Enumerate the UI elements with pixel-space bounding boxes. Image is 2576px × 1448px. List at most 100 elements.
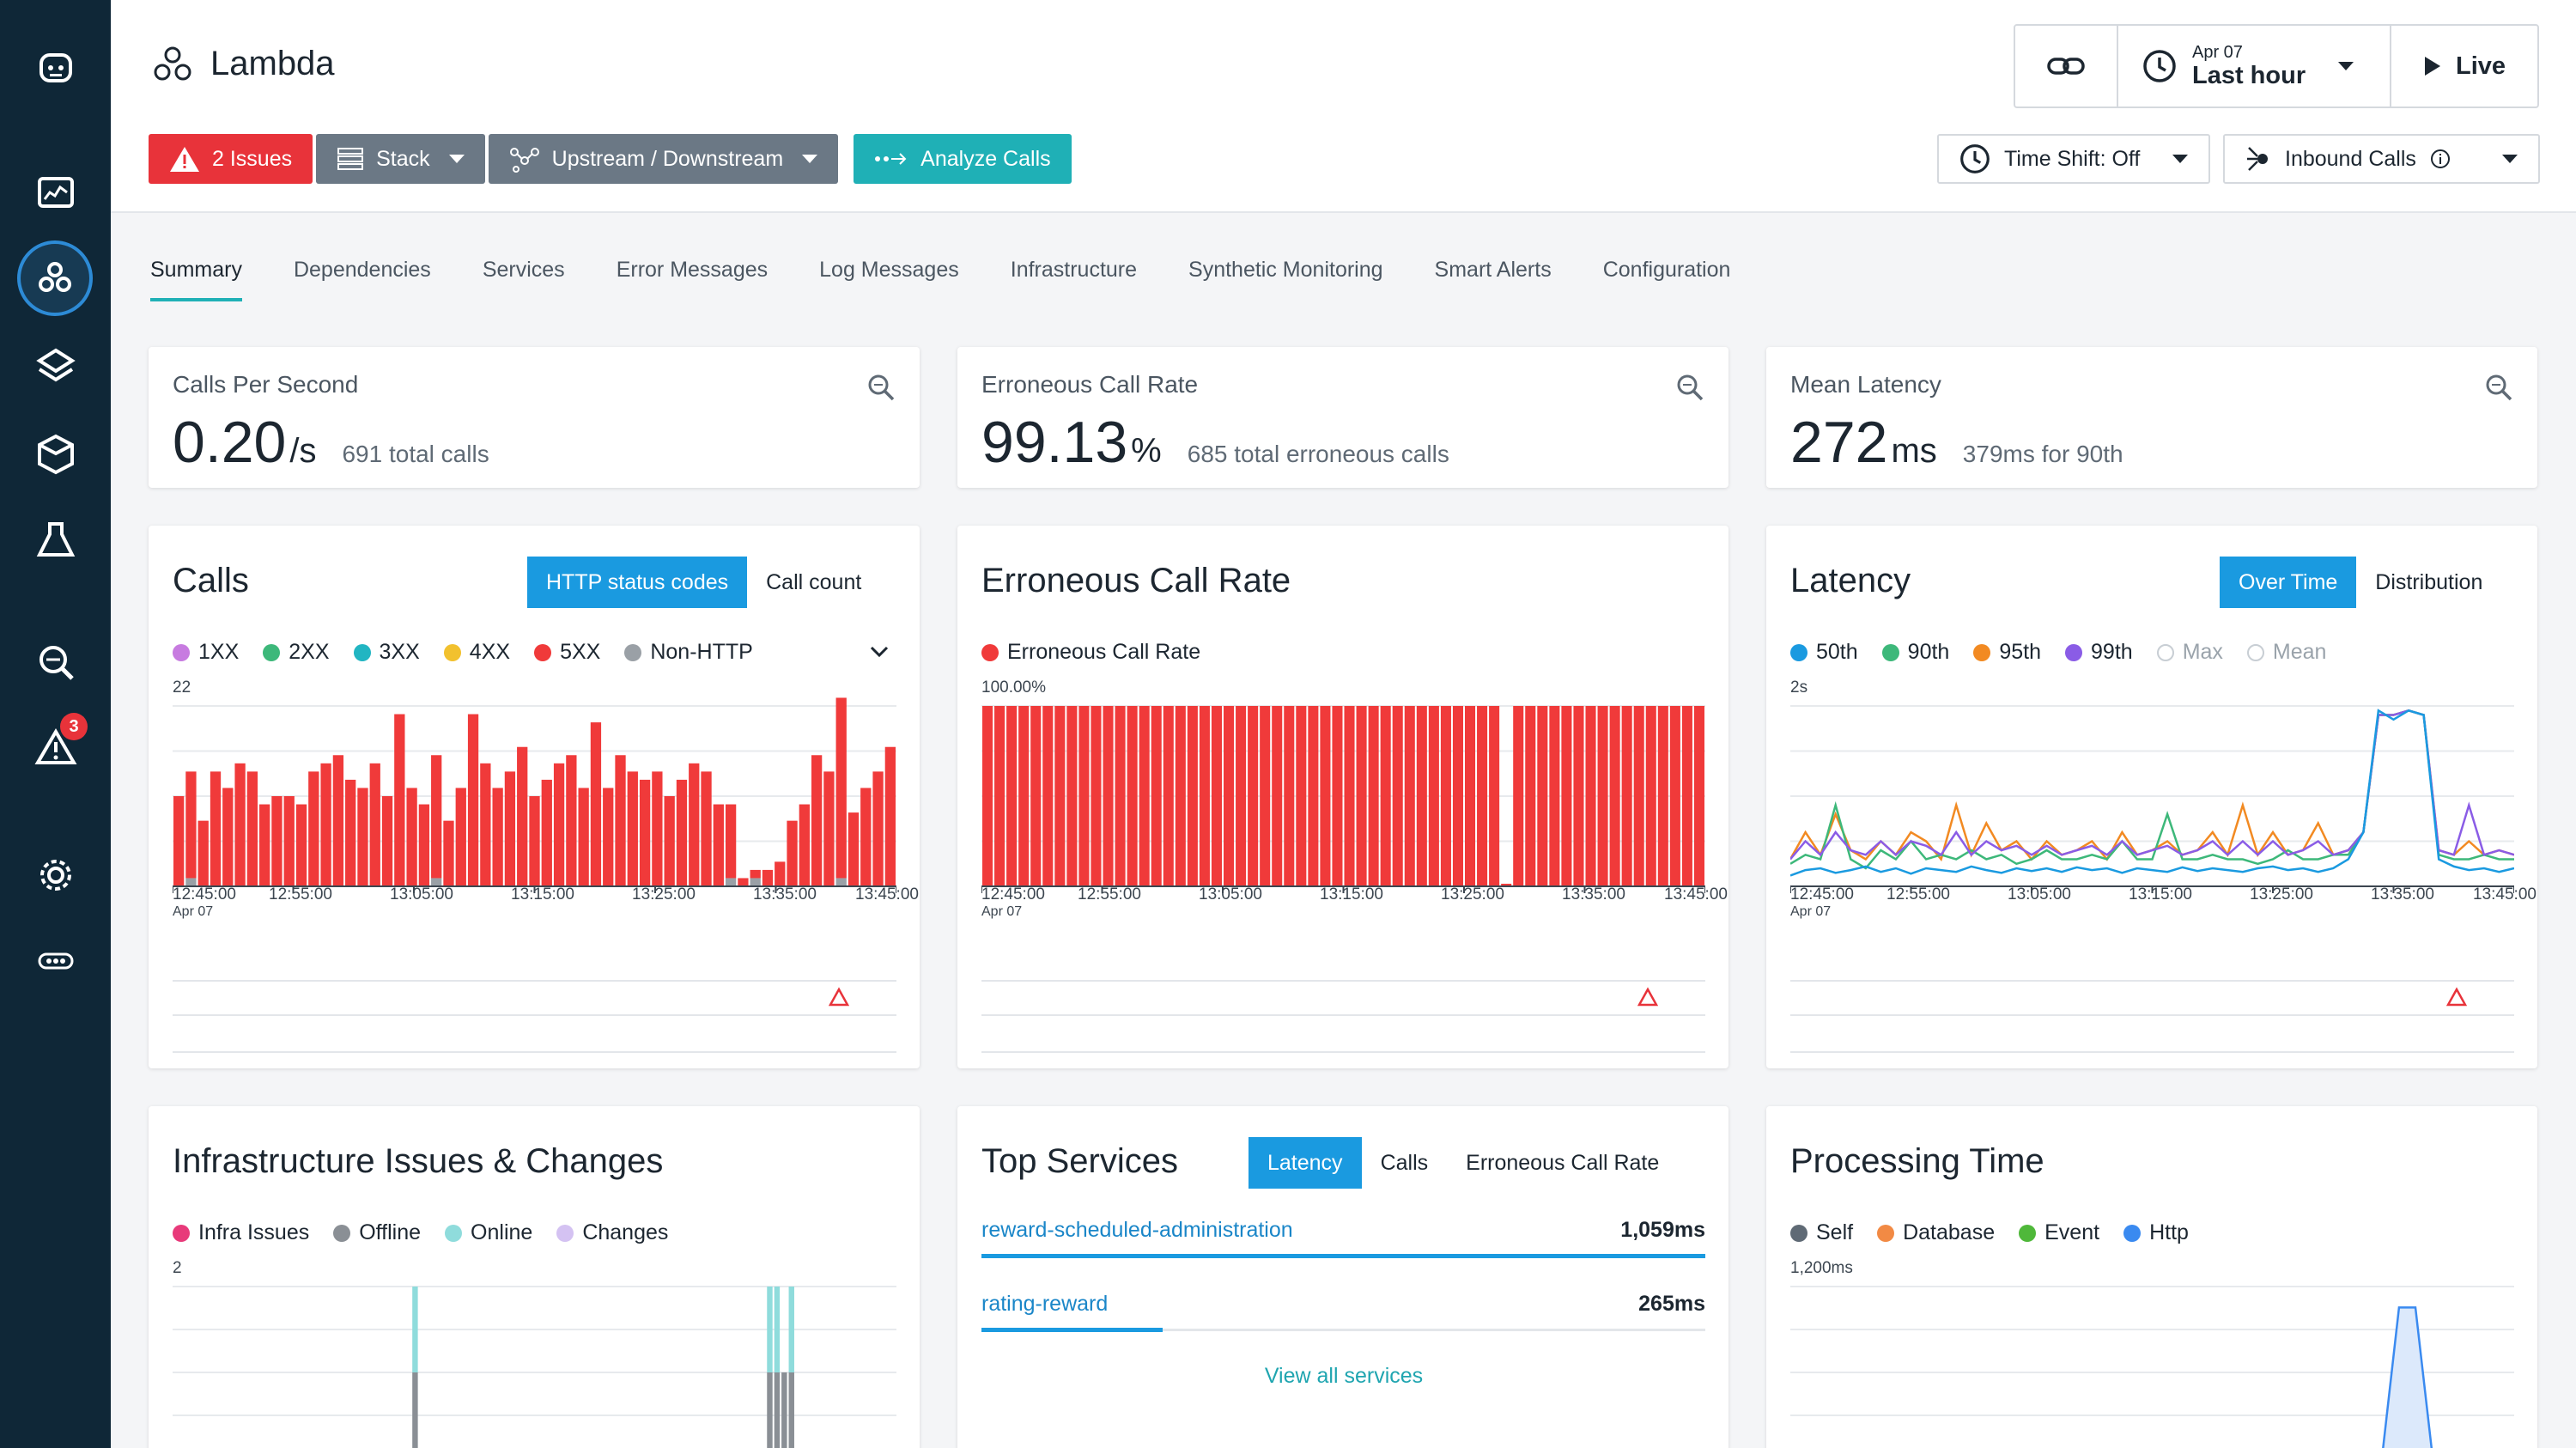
bar-5xx: [775, 861, 786, 886]
time-controls: Apr 07 Last hour Live: [2014, 24, 2539, 108]
x-tick-label: 13:35:00: [753, 885, 817, 903]
dashboard-icon[interactable]: [31, 168, 81, 218]
tab-infrastructure[interactable]: Infrastructure: [1010, 258, 1138, 282]
legend-item[interactable]: 2XX: [263, 640, 330, 665]
view-all-services-link[interactable]: View all services: [1264, 1364, 1424, 1388]
robot-logo-icon[interactable]: [31, 43, 81, 93]
issue-marker-icon[interactable]: [828, 987, 850, 1007]
tab-smart-alerts[interactable]: Smart Alerts: [1434, 258, 1552, 282]
top-services-toggle: Latency Calls Erroneous Call Rate: [1249, 1137, 1678, 1189]
bar-5xx: [884, 746, 896, 886]
legend-dot: [1973, 643, 1991, 661]
play-icon: [2424, 57, 2440, 76]
bar-5xx: [713, 804, 724, 886]
inbound-calls-icon: [2247, 147, 2268, 171]
bar-erroneous-rate: [1284, 706, 1295, 886]
zoom-icon[interactable]: [866, 373, 896, 402]
legend-item[interactable]: Erroneous Call Rate: [981, 640, 1200, 665]
latency-view-toggle: Over Time Distribution: [2220, 557, 2501, 608]
chevron-down-icon[interactable]: [870, 646, 889, 658]
bar-5xx: [603, 788, 614, 886]
zoom-icon[interactable]: [2484, 373, 2513, 402]
legend-dot: [443, 643, 461, 661]
legend-item[interactable]: 3XX: [353, 640, 420, 665]
legend-item[interactable]: Database: [1877, 1220, 1995, 1245]
kpi-unit: /s: [289, 432, 317, 470]
chart-legend: 50th 90th 95th 99th Max Mean: [1790, 640, 2326, 665]
services-icon[interactable]: [31, 342, 81, 392]
more-icon[interactable]: [31, 936, 81, 986]
bar-erroneous-rate: [1344, 706, 1355, 886]
legend-item[interactable]: 50th: [1790, 640, 1858, 665]
legend-dot: [173, 1224, 190, 1242]
legend-item[interactable]: 4XX: [443, 640, 510, 665]
legend-item[interactable]: 90th: [1881, 640, 1949, 665]
upstream-downstream-dropdown[interactable]: Upstream / Downstream: [488, 134, 839, 184]
toggle-distribution[interactable]: Distribution: [2375, 569, 2483, 594]
zoom-icon[interactable]: [1675, 373, 1704, 402]
stack-dropdown[interactable]: Stack: [316, 134, 485, 184]
bar-5xx: [590, 722, 602, 886]
bar-online: [767, 1287, 773, 1372]
issue-marker-icon[interactable]: [1637, 987, 1659, 1007]
legend-item[interactable]: 1XX: [173, 640, 239, 665]
bar-5xx: [811, 755, 823, 886]
time-shift-dropdown[interactable]: Time Shift: Off: [1937, 134, 2210, 184]
alerts-icon[interactable]: [31, 723, 81, 773]
applications-icon[interactable]: [17, 240, 93, 316]
bar-5xx: [173, 796, 185, 886]
bar-erroneous-rate: [1332, 706, 1343, 886]
y-axis-max: 2s: [1790, 678, 1808, 697]
analytics-search-icon[interactable]: [31, 637, 81, 687]
tab-dependencies[interactable]: Dependencies: [293, 258, 431, 282]
bar-erroneous-rate: [1199, 706, 1210, 886]
issue-marker-icon[interactable]: [2445, 987, 2468, 1007]
legend-item[interactable]: 95th: [1973, 640, 2041, 665]
legend-item[interactable]: Mean: [2246, 640, 2326, 665]
legend-dot: [1881, 643, 1899, 661]
issues-button[interactable]: 2 Issues: [149, 134, 313, 184]
legend-item[interactable]: 99th: [2065, 640, 2133, 665]
legend-item[interactable]: Online: [445, 1220, 532, 1245]
live-button[interactable]: Live: [2391, 26, 2537, 106]
flask-icon[interactable]: [31, 515, 81, 565]
legend-item[interactable]: Offline: [333, 1220, 421, 1245]
chevron-down-icon: [802, 155, 818, 163]
settings-gear-icon[interactable]: [31, 850, 81, 900]
clock-icon: [1960, 144, 1990, 173]
x-tick-label: 12:45:00 Apr 07: [173, 886, 236, 921]
legend-item[interactable]: Non-HTTP: [624, 640, 753, 665]
tab-summary[interactable]: Summary: [150, 258, 268, 301]
info-icon[interactable]: [2430, 149, 2451, 169]
toggle-over-time[interactable]: Over Time: [2220, 557, 2357, 608]
tab-error-messages[interactable]: Error Messages: [616, 258, 769, 282]
card-title: Erroneous Call Rate: [981, 562, 1291, 599]
toggle-calls[interactable]: Calls: [1380, 1150, 1429, 1175]
legend-item[interactable]: Http: [2123, 1220, 2189, 1245]
copy-link-button[interactable]: [2015, 26, 2118, 106]
analyze-calls-button[interactable]: Analyze Calls: [854, 134, 1072, 184]
legend-item[interactable]: Event: [2019, 1220, 2099, 1245]
legend-item[interactable]: Infra Issues: [173, 1220, 309, 1245]
service-name-link[interactable]: reward-scheduled-administration: [981, 1218, 1293, 1242]
legend-item[interactable]: Self: [1790, 1220, 1853, 1245]
tab-configuration[interactable]: Configuration: [1602, 258, 1731, 282]
toggle-http-status-codes[interactable]: HTTP status codes: [527, 557, 748, 608]
time-range-picker[interactable]: Apr 07 Last hour: [2118, 26, 2391, 106]
service-value: 265ms: [1638, 1292, 1705, 1316]
toggle-call-count[interactable]: Call count: [766, 569, 862, 594]
infrastructure-icon[interactable]: [31, 429, 81, 479]
legend-item[interactable]: 5XX: [534, 640, 600, 665]
bar-erroneous-rate: [1573, 706, 1584, 886]
tab-services[interactable]: Services: [482, 258, 565, 282]
x-tick-date: Apr 07: [981, 904, 1023, 919]
tab-synthetic-monitoring[interactable]: Synthetic Monitoring: [1188, 258, 1383, 282]
toggle-erroneous-call-rate[interactable]: Erroneous Call Rate: [1466, 1150, 1660, 1175]
inbound-calls-dropdown[interactable]: Inbound Calls: [2223, 134, 2540, 184]
legend-item[interactable]: Changes: [556, 1220, 668, 1245]
service-name-link[interactable]: rating-reward: [981, 1292, 1109, 1316]
toggle-latency[interactable]: Latency: [1249, 1137, 1362, 1189]
kpi-value-row: 0.20 /s 691 total calls: [173, 409, 489, 476]
tab-log-messages[interactable]: Log Messages: [819, 258, 959, 282]
legend-item[interactable]: Max: [2156, 640, 2223, 665]
